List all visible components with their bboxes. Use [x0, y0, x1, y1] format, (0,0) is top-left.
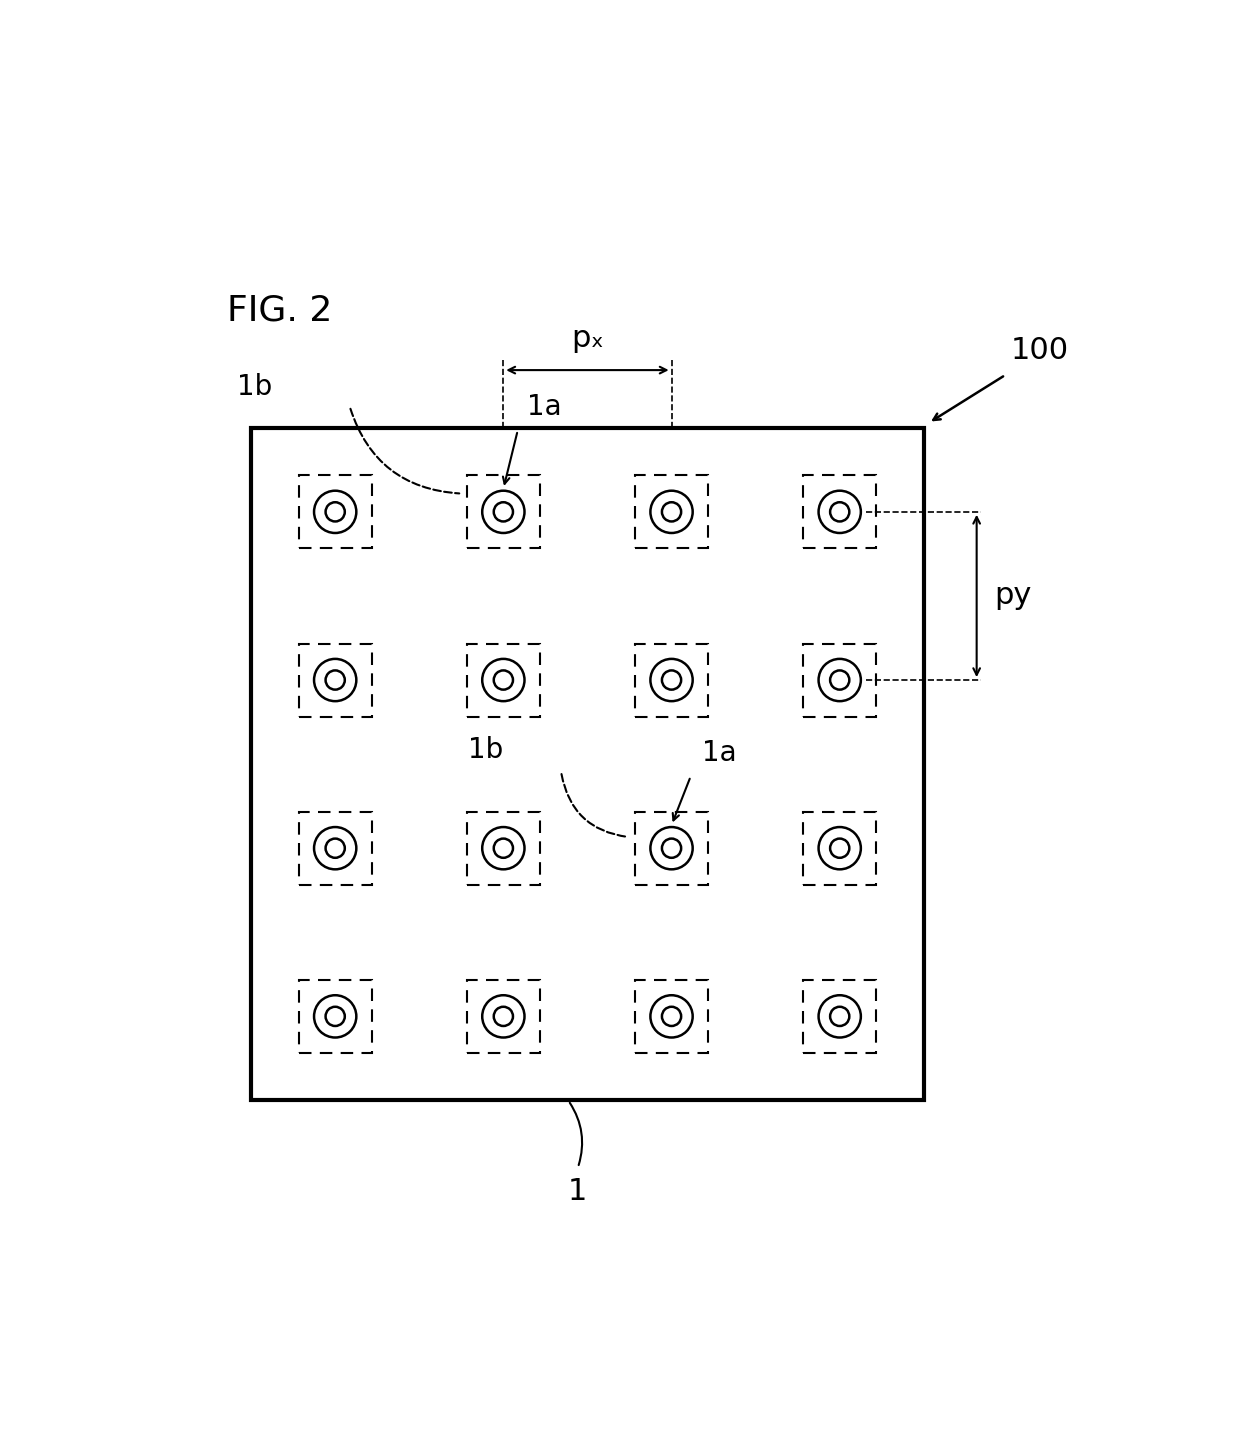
Bar [804, 644, 877, 716]
Bar [299, 644, 372, 716]
Bar [635, 475, 708, 549]
Text: 1: 1 [568, 1178, 588, 1207]
Text: FIG. 2: FIG. 2 [227, 293, 332, 328]
Bar [635, 644, 708, 716]
Text: py: py [994, 581, 1032, 610]
Bar [804, 811, 877, 885]
Text: 1b: 1b [469, 735, 503, 763]
Bar [299, 811, 372, 885]
Bar [466, 644, 539, 716]
Bar [299, 475, 372, 549]
Text: 100: 100 [1011, 336, 1069, 365]
Text: pₓ: pₓ [570, 323, 604, 352]
Bar [635, 980, 708, 1053]
Bar [804, 475, 877, 549]
Bar [635, 811, 708, 885]
Bar [466, 811, 539, 885]
Bar [466, 980, 539, 1053]
Bar [804, 980, 877, 1053]
Bar [466, 475, 539, 549]
Bar [299, 980, 372, 1053]
Bar [250, 428, 924, 1101]
Text: 1a: 1a [702, 738, 737, 766]
Text: 1a: 1a [527, 393, 562, 421]
Text: 1b: 1b [238, 373, 273, 402]
